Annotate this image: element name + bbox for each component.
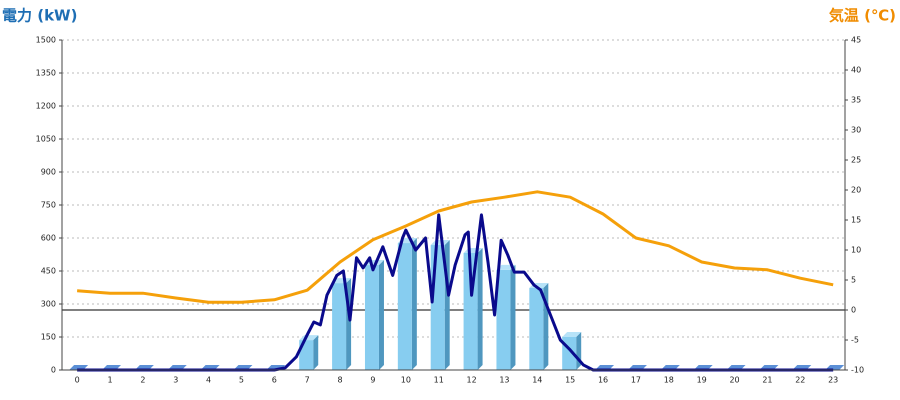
y2-tick-label: 30 <box>851 126 861 135</box>
x-tick-label: 17 <box>631 376 641 385</box>
x-tick-label: 3 <box>173 376 178 385</box>
bar <box>430 245 445 370</box>
y-tick-label: 900 <box>41 168 56 177</box>
y2-tick-label: -5 <box>851 336 859 345</box>
x-tick-label: 10 <box>401 376 411 385</box>
bar-top <box>562 332 582 337</box>
x-tick-label: 13 <box>499 376 509 385</box>
y-tick-label: 600 <box>41 234 56 243</box>
x-tick-label: 16 <box>598 376 608 385</box>
y-tick-label: 450 <box>41 267 56 276</box>
x-tick-label: 23 <box>828 376 838 385</box>
y-axis-title: 電力 (kW) <box>2 7 77 25</box>
x-tick-label: 14 <box>532 376 542 385</box>
y2-tick-label: 15 <box>851 216 861 225</box>
y2-tick-label: -10 <box>851 366 864 375</box>
y2-tick-label: 45 <box>851 36 861 45</box>
x-tick-label: 20 <box>729 376 739 385</box>
y2-tick-label: 40 <box>851 66 861 75</box>
x-tick-label: 8 <box>338 376 343 385</box>
x-tick-label: 19 <box>697 376 707 385</box>
x-tick-label: 18 <box>664 376 674 385</box>
y-tick-label: 1350 <box>36 69 56 78</box>
temperature-line <box>77 190 834 304</box>
y2-tick-label: 5 <box>851 276 856 285</box>
y-tick-label: 150 <box>41 333 56 342</box>
bar-side <box>576 332 582 370</box>
bar <box>299 340 314 370</box>
x-tick-label: 5 <box>239 376 244 385</box>
bar <box>332 283 347 370</box>
bar <box>529 287 544 370</box>
y2-tick-label: 10 <box>851 246 861 255</box>
y-tick-label: 1200 <box>36 102 56 111</box>
y2-tick-label: 20 <box>851 186 861 195</box>
y2-tick-label: 25 <box>851 156 861 165</box>
y-tick-label: 750 <box>41 201 56 210</box>
y2-tick-label: 35 <box>851 96 861 105</box>
y2-tick-label: 0 <box>851 306 856 315</box>
y-tick-label: 1050 <box>36 135 56 144</box>
bar <box>364 265 379 370</box>
x-tick-label: 9 <box>370 376 375 385</box>
bar <box>397 243 412 370</box>
y-tick-label: 1500 <box>36 36 56 45</box>
x-tick-label: 7 <box>305 376 310 385</box>
x-tick-label: 1 <box>107 376 112 385</box>
y-tick-label: 0 <box>51 366 56 375</box>
x-tick-label: 2 <box>140 376 145 385</box>
x-tick-label: 0 <box>75 376 80 385</box>
x-tick-label: 15 <box>565 376 575 385</box>
bar-side <box>510 264 516 370</box>
bar-side <box>411 238 417 370</box>
bar <box>496 269 511 370</box>
x-tick-label: 11 <box>434 376 444 385</box>
x-tick-label: 21 <box>762 376 772 385</box>
bar-side <box>378 260 384 370</box>
x-tick-label: 6 <box>272 376 277 385</box>
y-tick-label: 300 <box>41 300 56 309</box>
power-line <box>77 213 834 372</box>
x-tick-label: 12 <box>466 376 476 385</box>
x-tick-label: 4 <box>206 376 211 385</box>
bar-side <box>477 247 483 370</box>
y2-axis-title: 気温 (℃) <box>829 7 896 25</box>
bar-side <box>313 335 319 370</box>
x-tick-label: 22 <box>795 376 805 385</box>
